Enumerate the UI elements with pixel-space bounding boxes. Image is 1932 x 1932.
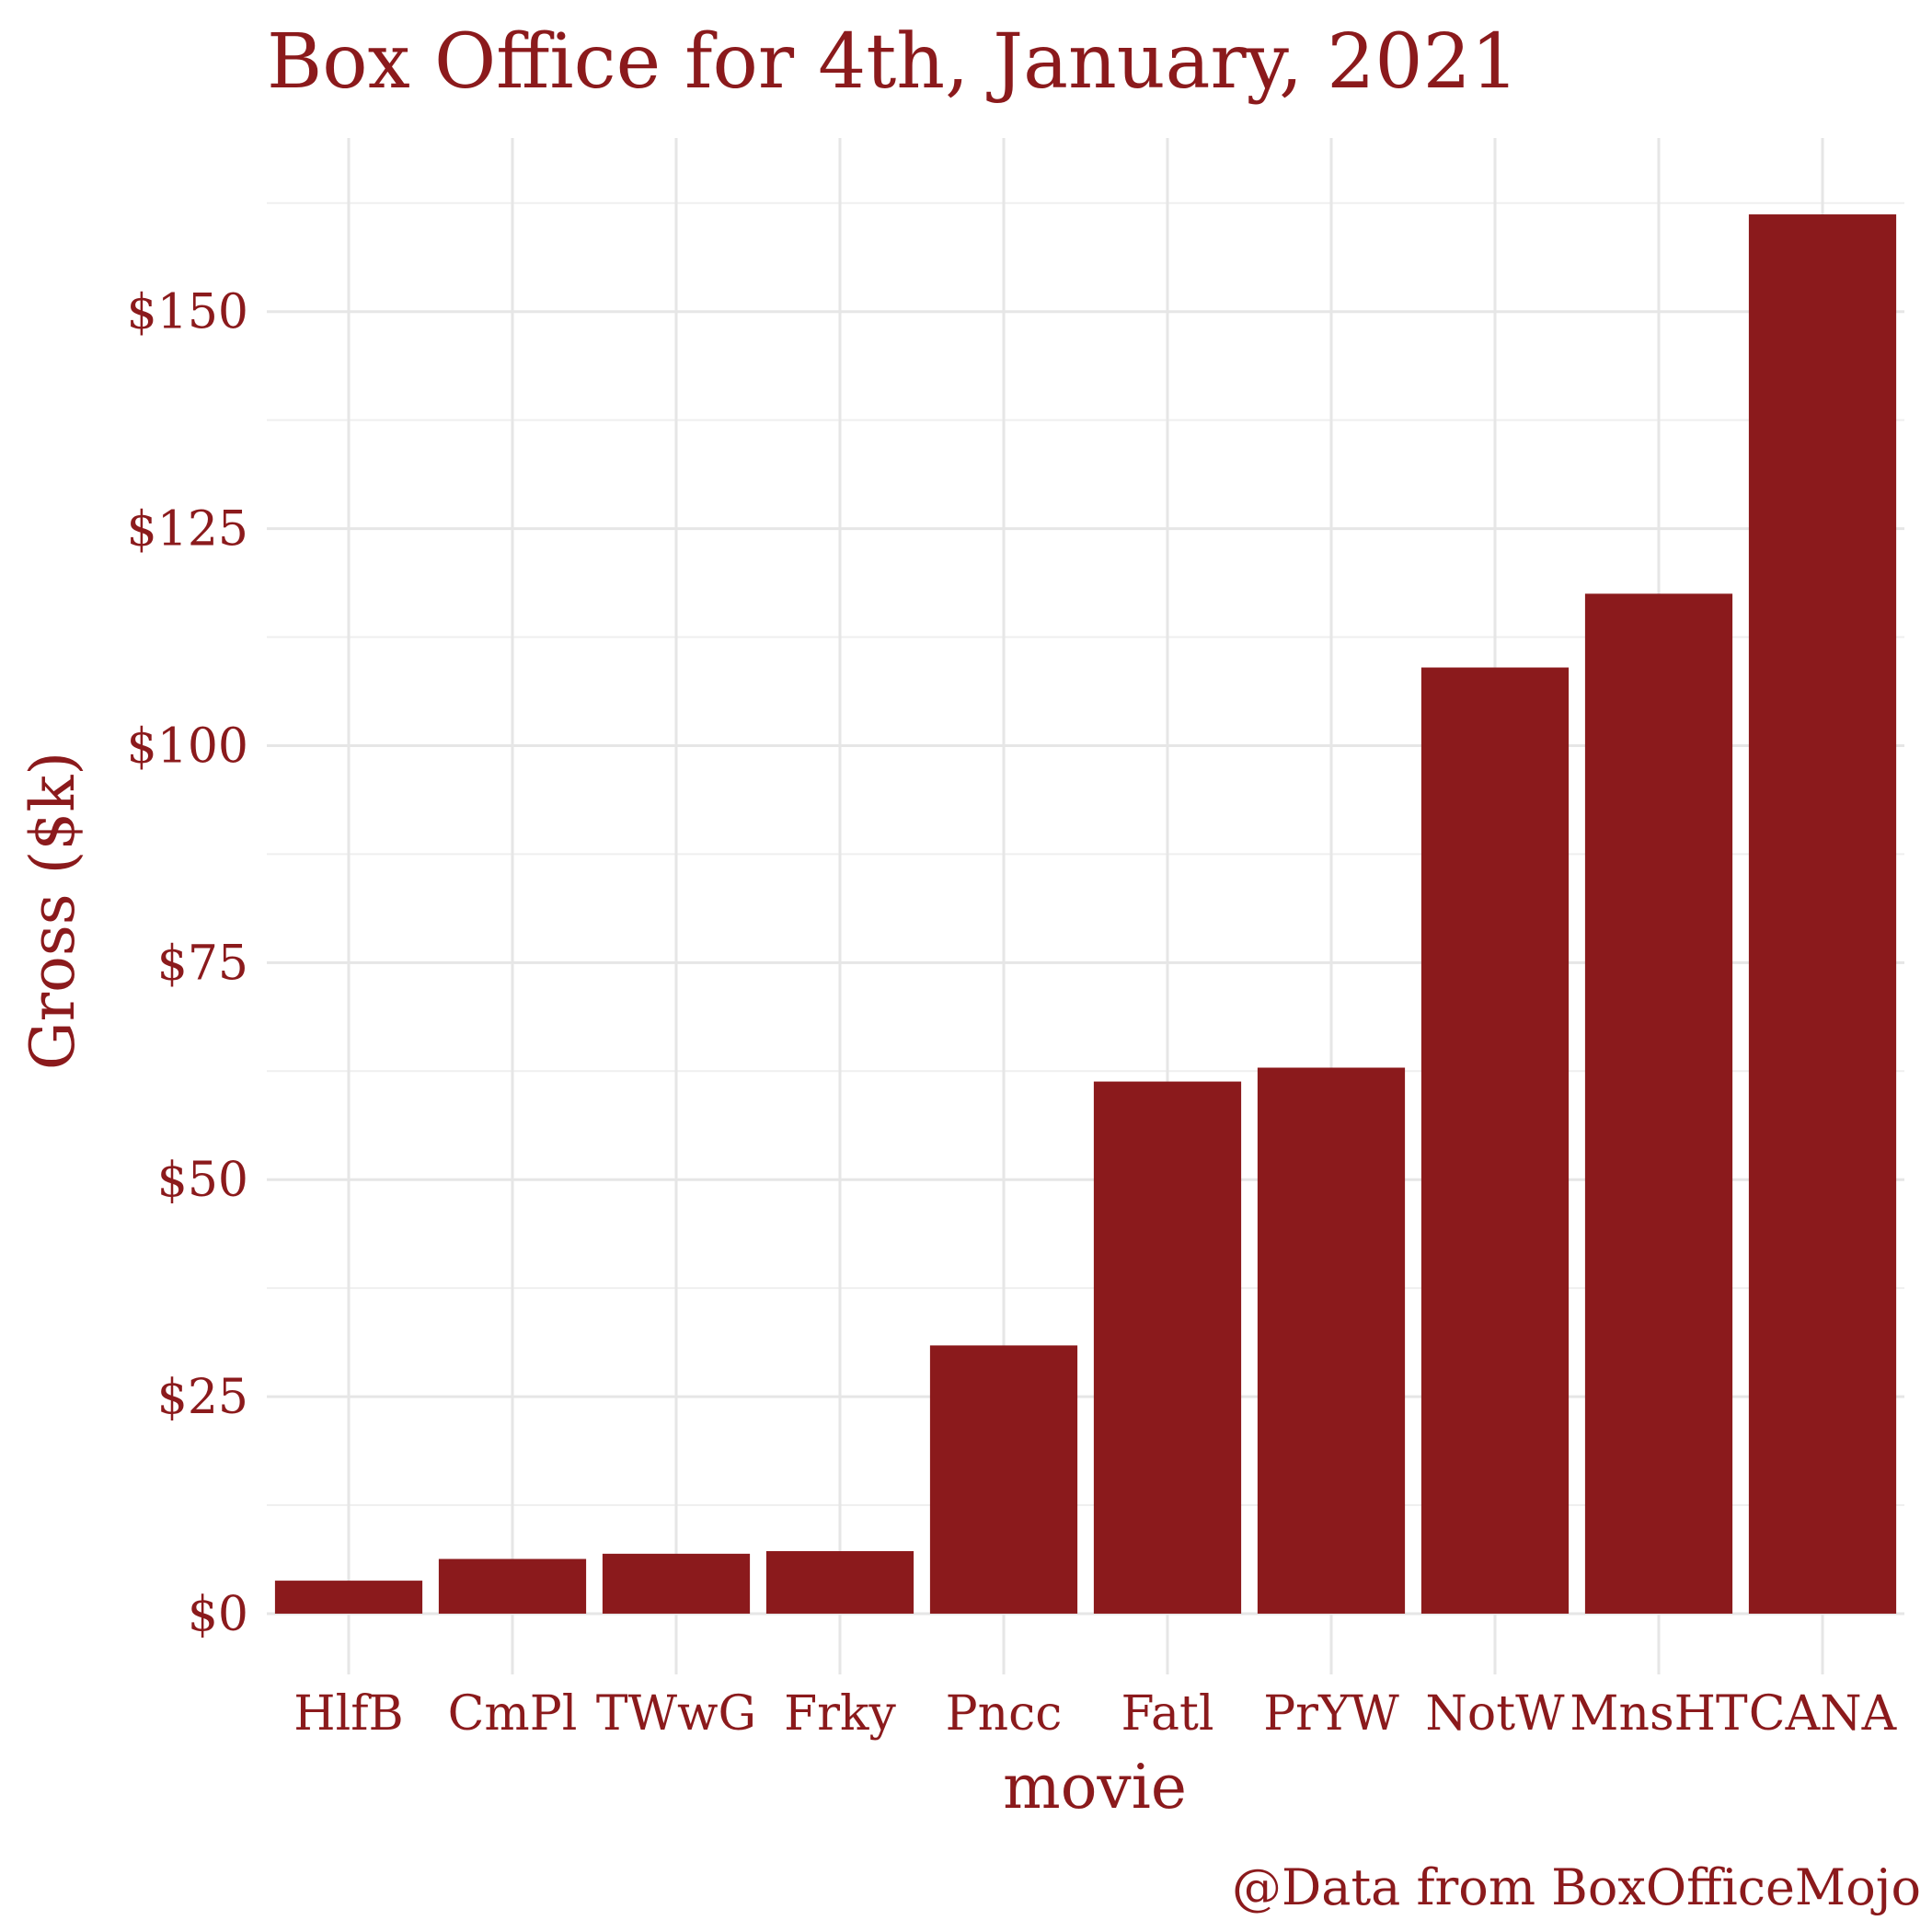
- bar-fatl: [1093, 1081, 1242, 1614]
- bar-pryw: [1257, 1067, 1406, 1614]
- bar-cmpl: [438, 1558, 587, 1614]
- x-tick-label: MnsHT: [1570, 1686, 1748, 1742]
- y-axis-label: Gross ($k): [17, 752, 88, 1070]
- bar-cana: [1748, 214, 1897, 1614]
- x-tick-label: CANA: [1749, 1686, 1898, 1742]
- bar-mnsht: [1584, 593, 1733, 1614]
- y-tick-label: $100: [127, 719, 248, 774]
- x-axis-ticks: HlfB CmPl TWwG Frky Pncc Fatl PrYW NotW MnsHT CAN…: [293, 1686, 1897, 1742]
- chart-title: Box Office for 4th, January, 2021: [267, 18, 1519, 106]
- x-tick-label: CmPl: [448, 1686, 578, 1742]
- x-axis-label: movie: [1003, 1752, 1187, 1823]
- bar-twwg: [602, 1553, 751, 1614]
- y-tick-label: $75: [157, 936, 248, 991]
- x-tick-label: PrYW: [1263, 1686, 1399, 1742]
- chart-caption: @Data from BoxOfficeMojo: [1232, 1858, 1921, 1916]
- x-tick-label: TWwG: [596, 1686, 756, 1742]
- x-tick-label: Frky: [784, 1686, 896, 1742]
- x-tick-label: Pncc: [946, 1686, 1063, 1742]
- y-tick-label: $0: [188, 1587, 248, 1642]
- bar-pncc: [929, 1345, 1078, 1614]
- y-tick-label: $50: [157, 1153, 248, 1208]
- y-axis-ticks: $0 $25 $50 $75 $100 $125 $150: [127, 285, 248, 1642]
- bar-notw: [1420, 667, 1570, 1614]
- x-tick-label: Fatl: [1121, 1686, 1213, 1742]
- y-tick-label: $150: [127, 285, 248, 340]
- bars: [274, 214, 1897, 1614]
- y-tick-label: $125: [127, 502, 248, 558]
- bar-frky: [765, 1551, 914, 1614]
- x-tick-label: HlfB: [293, 1686, 403, 1742]
- bar-hlfb: [274, 1581, 423, 1614]
- y-tick-label: $25: [157, 1370, 248, 1425]
- x-tick-label: NotW: [1425, 1686, 1565, 1742]
